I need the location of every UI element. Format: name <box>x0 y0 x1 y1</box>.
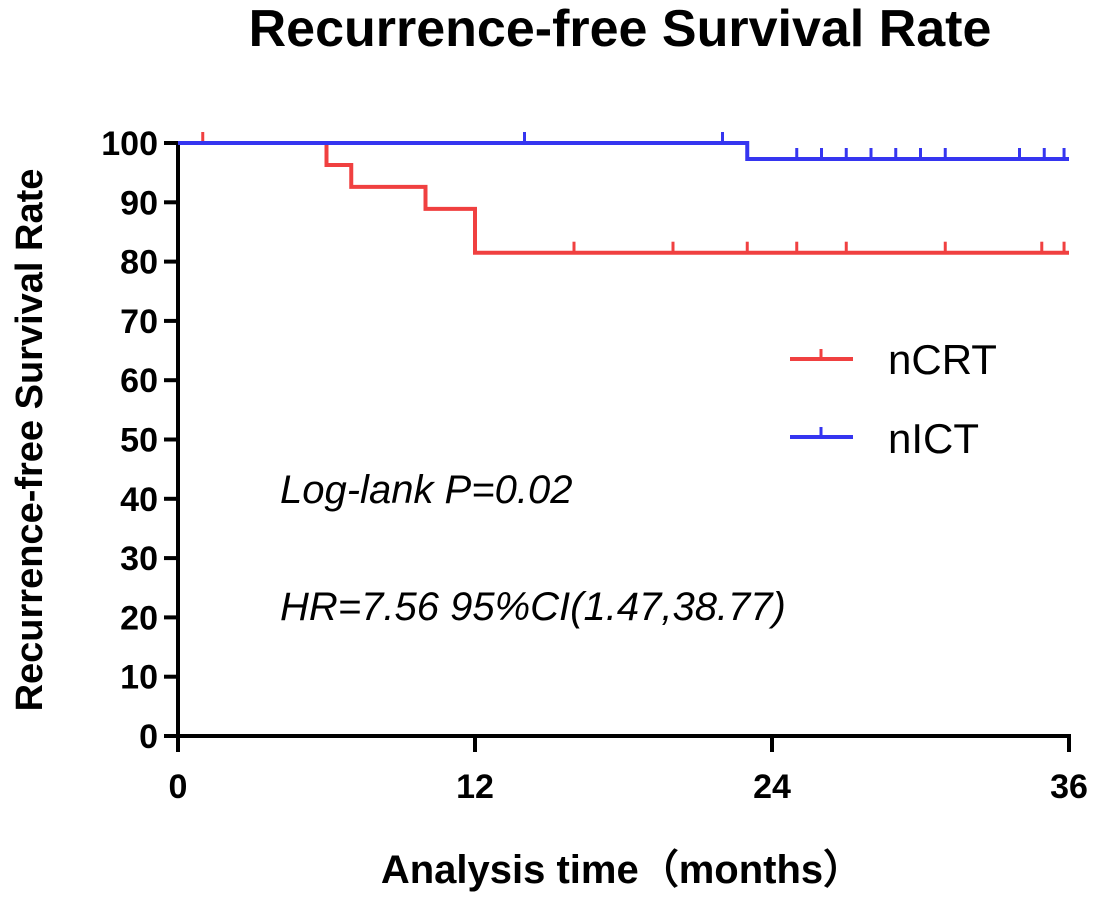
series-layer <box>178 132 1069 255</box>
x-axis-label: Analysis time（months） <box>381 848 863 892</box>
y-tick-label-70: 70 <box>120 303 158 341</box>
legend: nCRT nICT <box>790 336 997 462</box>
axes: 0 10 20 30 40 50 60 70 80 90 100 0 12 24 36 <box>101 125 1088 806</box>
y-tick-label-40: 40 <box>120 481 158 519</box>
y-tick-label-90: 90 <box>120 184 158 222</box>
y-tick-label-30: 30 <box>120 540 158 578</box>
y-axis-label: Recurrence-free Survival Rate <box>9 169 51 712</box>
legend-label-nict: nICT <box>888 415 979 462</box>
series-line-ncrt <box>178 141 1069 255</box>
y-tick-label-0: 0 <box>139 718 158 756</box>
annotation-hr: HR=7.56 95%CI(1.47,38.77) <box>280 585 786 629</box>
chart-title: Recurrence-free Survival Rate <box>249 0 992 58</box>
x-tick-label-0: 0 <box>169 768 188 806</box>
annotation-logrank: Log-lank P=0.02 <box>280 468 572 512</box>
y-tick-label-80: 80 <box>120 244 158 282</box>
y-tick-label-20: 20 <box>120 599 158 637</box>
x-tick-label-36: 36 <box>1050 768 1088 806</box>
y-tick-label-50: 50 <box>120 422 158 460</box>
legend-label-ncrt: nCRT <box>888 336 997 383</box>
y-tick-label-10: 10 <box>120 659 158 697</box>
y-tick-label-60: 60 <box>120 362 158 400</box>
x-tick-label-24: 24 <box>753 768 791 806</box>
series-line-nict <box>178 141 1069 162</box>
x-tick-label-12: 12 <box>456 768 494 806</box>
y-tick-label-100: 100 <box>101 125 158 163</box>
